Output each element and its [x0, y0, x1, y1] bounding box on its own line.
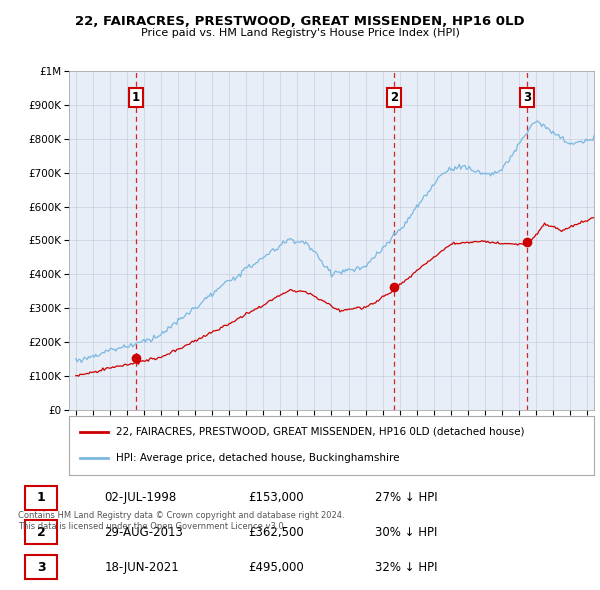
FancyBboxPatch shape	[25, 520, 57, 545]
Text: 22, FAIRACRES, PRESTWOOD, GREAT MISSENDEN, HP16 0LD: 22, FAIRACRES, PRESTWOOD, GREAT MISSENDE…	[75, 15, 525, 28]
Text: 29-AUG-2013: 29-AUG-2013	[104, 526, 183, 539]
Text: HPI: Average price, detached house, Buckinghamshire: HPI: Average price, detached house, Buck…	[116, 454, 400, 463]
Text: 02-JUL-1998: 02-JUL-1998	[104, 491, 176, 504]
Text: 18-JUN-2021: 18-JUN-2021	[104, 561, 179, 574]
Text: 2: 2	[37, 526, 46, 539]
Text: £153,000: £153,000	[248, 491, 304, 504]
FancyBboxPatch shape	[25, 486, 57, 510]
Text: £495,000: £495,000	[248, 561, 304, 574]
Text: 1: 1	[132, 91, 140, 104]
FancyBboxPatch shape	[25, 555, 57, 579]
Text: 2: 2	[390, 91, 398, 104]
Text: Contains HM Land Registry data © Crown copyright and database right 2024.: Contains HM Land Registry data © Crown c…	[18, 512, 344, 520]
Text: Price paid vs. HM Land Registry's House Price Index (HPI): Price paid vs. HM Land Registry's House …	[140, 28, 460, 38]
Text: 22, FAIRACRES, PRESTWOOD, GREAT MISSENDEN, HP16 0LD (detached house): 22, FAIRACRES, PRESTWOOD, GREAT MISSENDE…	[116, 427, 525, 437]
Text: 1: 1	[37, 491, 46, 504]
Text: 3: 3	[37, 561, 46, 574]
Text: £362,500: £362,500	[248, 526, 304, 539]
Text: 3: 3	[523, 91, 531, 104]
Text: 27% ↓ HPI: 27% ↓ HPI	[375, 491, 438, 504]
Text: 30% ↓ HPI: 30% ↓ HPI	[375, 526, 437, 539]
Text: This data is licensed under the Open Government Licence v3.0.: This data is licensed under the Open Gov…	[18, 522, 286, 531]
Text: 32% ↓ HPI: 32% ↓ HPI	[375, 561, 437, 574]
